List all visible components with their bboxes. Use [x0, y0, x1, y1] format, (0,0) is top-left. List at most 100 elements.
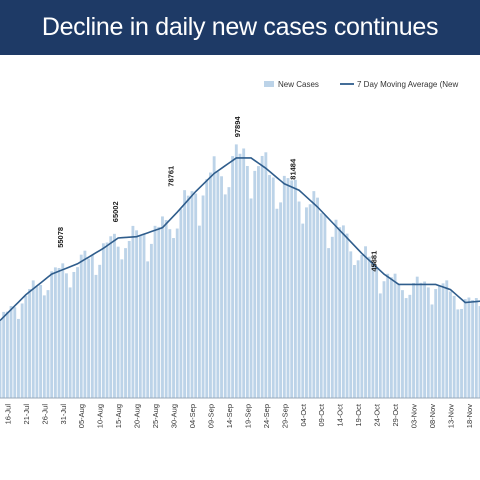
x-tick-label: 20-Aug [133, 404, 142, 428]
new-cases-bar [426, 287, 430, 398]
new-cases-bar [5, 311, 9, 398]
new-cases-bar [441, 283, 445, 398]
new-cases-bar [349, 251, 353, 398]
new-cases-bar [312, 191, 316, 398]
new-cases-bar [293, 179, 297, 398]
x-tick-label: 13-Nov [447, 404, 456, 428]
new-cases-bar [434, 289, 438, 398]
new-cases-bar [456, 309, 460, 398]
new-cases-bar [327, 248, 331, 398]
new-cases-bar [449, 291, 452, 398]
annotation-label: 78761 [167, 166, 176, 187]
x-tick-label: 19-Oct [354, 403, 363, 426]
annotation-label: 81484 [288, 158, 297, 180]
moving-average-line [0, 157, 480, 322]
new-cases-bar [404, 298, 408, 398]
annotation-label: 55078 [56, 227, 65, 248]
x-tick-label: 14-Oct [336, 403, 345, 426]
new-cases-bar [305, 207, 308, 398]
new-cases-bar [131, 225, 135, 398]
new-cases-bar [375, 268, 379, 398]
new-cases-bar [279, 202, 283, 398]
new-cases-bar [120, 259, 124, 398]
new-cases-bar [168, 229, 172, 398]
new-cases-bar [175, 228, 179, 398]
moving-average-series [0, 157, 480, 322]
new-cases-bar [452, 295, 456, 398]
new-cases-bar [24, 295, 28, 398]
new-cases-bar [190, 191, 194, 398]
x-tick-label: 05-Aug [77, 404, 86, 428]
new-cases-bar [53, 267, 57, 398]
new-cases-bar [39, 285, 43, 398]
new-cases-bar [227, 187, 231, 398]
new-cases-bar [463, 299, 467, 398]
x-tick-label: 26-Jul [40, 404, 49, 425]
new-cases-bar [474, 298, 478, 398]
x-tick-label: 08-Nov [428, 404, 437, 428]
new-cases-bar [308, 204, 312, 398]
new-cases-bar [231, 156, 235, 398]
new-cases-bar [445, 280, 449, 398]
x-tick-label: 21-Jul [22, 404, 31, 425]
new-cases-bar [46, 290, 50, 398]
new-cases-bar [382, 281, 386, 398]
x-tick-label: 30-Aug [170, 404, 179, 428]
new-cases-bar [90, 254, 94, 398]
new-cases-bar [79, 254, 83, 398]
new-cases-bar [408, 294, 412, 398]
new-cases-bar [478, 306, 480, 398]
new-cases-bar [161, 216, 164, 398]
x-tick-label: 24-Sep [262, 404, 271, 428]
new-cases-bar [249, 198, 253, 398]
title-banner: Decline in daily new cases continues [0, 0, 480, 55]
new-cases-bar [113, 233, 116, 398]
new-cases-bar [94, 274, 98, 398]
cases-chart: 16-Jul 21-Jul 26-Jul 31-Jul 05-Aug 10-Aug 15-A… [0, 80, 480, 428]
new-cases-bar [271, 177, 275, 398]
new-cases-bar [127, 240, 131, 398]
new-cases-bar [142, 233, 146, 398]
new-cases-bar [460, 308, 463, 398]
new-cases-bar [360, 254, 364, 398]
new-cases-bar [197, 225, 201, 398]
new-cases-bar [297, 201, 301, 398]
x-tick-labels: 16-Jul 21-Jul 26-Jul 31-Jul 05-Aug 10-Aug 15-A… [3, 403, 473, 428]
new-cases-bar [323, 215, 327, 398]
page-title: Decline in daily new cases continues [41, 13, 439, 41]
new-cases-bar [386, 273, 390, 398]
x-tick-label: 04-Oct [299, 403, 308, 426]
new-cases-bar [234, 144, 238, 398]
annotation-label: 97894 [233, 116, 242, 138]
new-cases-bar [124, 248, 127, 398]
new-cases-bar [209, 172, 212, 398]
new-cases-bar [20, 303, 24, 398]
new-cases-bar [367, 256, 371, 398]
new-cases-bar [338, 227, 342, 398]
x-tick-label: 16-Jul [3, 404, 12, 425]
new-cases-bar [364, 246, 367, 398]
new-cases-bar [83, 250, 87, 398]
new-cases-bar [194, 193, 198, 398]
new-cases-bar [330, 236, 334, 398]
new-cases-bar [253, 170, 257, 398]
new-cases-bar [319, 213, 323, 398]
new-cases-bar [290, 180, 294, 398]
legend-label-moving-average: 7 Day Moving Average (New [357, 80, 458, 89]
new-cases-bar [423, 281, 427, 398]
legend-bar-swatch [264, 81, 274, 87]
x-tick-label: 24-Oct [373, 403, 382, 426]
new-cases-bar [201, 195, 205, 398]
new-cases-bar [212, 156, 216, 398]
new-cases-bar [98, 264, 102, 398]
x-tick-label: 09-Sep [207, 404, 216, 428]
new-cases-bar [216, 171, 220, 398]
new-cases-bar [397, 284, 401, 398]
x-tick-label: 14-Sep [225, 404, 234, 428]
new-cases-bar [42, 295, 46, 398]
new-cases-bar [467, 297, 471, 398]
new-cases-bar [109, 236, 113, 398]
new-cases-bar [393, 273, 397, 398]
x-tick-label: 25-Aug [151, 404, 160, 428]
bar-series [0, 144, 480, 398]
